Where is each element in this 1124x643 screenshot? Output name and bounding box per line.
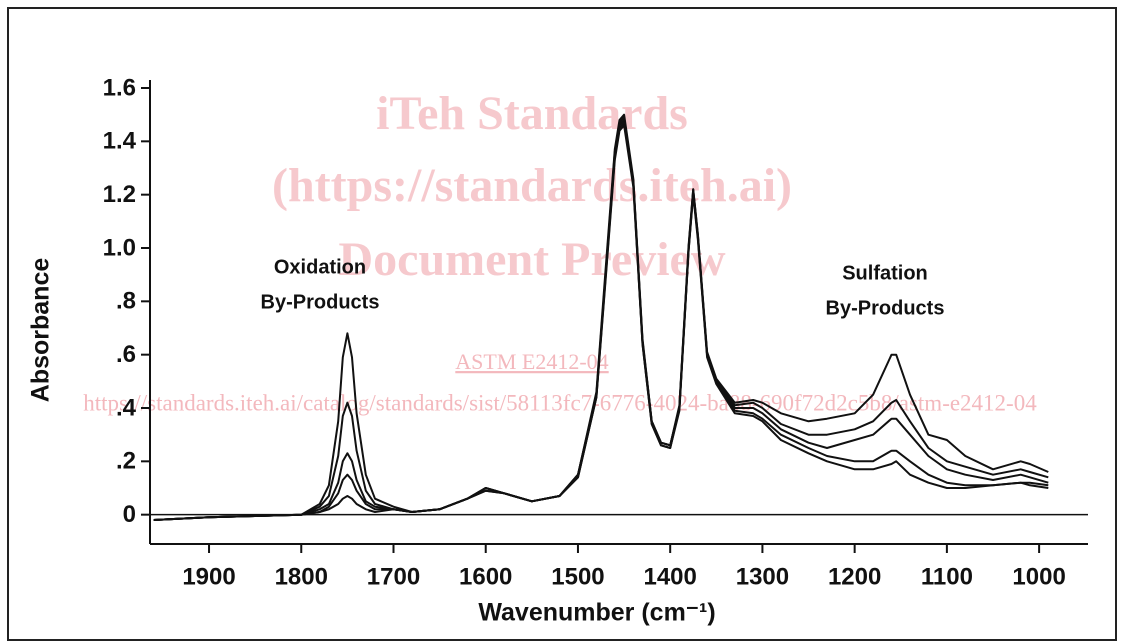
x-tick-label: 1300 (736, 563, 789, 590)
x-tick-label: 1900 (182, 563, 235, 590)
x-tick-label: 1400 (643, 563, 696, 590)
y-tick-label: 1.6 (103, 74, 136, 101)
x-tick-label: 1100 (921, 563, 973, 590)
watermark-link: ASTM E2412-04 (455, 349, 608, 374)
spectrum-line (153, 124, 1049, 521)
frame (7, 7, 1117, 641)
x-tick-label: 1700 (367, 563, 420, 590)
annotation: By-Products (826, 297, 945, 319)
watermark: iTeh Standards (https://standards.iteh.a… (83, 87, 1037, 415)
x-tick-label: 1200 (828, 563, 881, 590)
annotation: Oxidation (274, 256, 366, 278)
watermark-text: (https://standards.iteh.ai) (272, 159, 792, 212)
y-tick-label: 0 (123, 501, 136, 528)
y-tick-label: .8 (116, 288, 136, 315)
annotation: Sulfation (842, 262, 928, 284)
y-tick-label: 1.0 (103, 234, 136, 261)
watermark-text: iTeh Standards (376, 87, 688, 140)
x-tick-label: 1600 (459, 563, 512, 590)
watermark-url: https://standards.iteh.ai/catalog/standa… (83, 390, 1037, 415)
y-tick-label: .6 (116, 341, 136, 368)
watermark-text: Document Preview (339, 233, 726, 286)
y-axis-label: Absorbance (27, 258, 55, 403)
x-tick-label: 1500 (551, 563, 604, 590)
y-tick-label: .4 (116, 394, 137, 421)
y-tick-label: 1.2 (103, 181, 136, 208)
x-tick-label: 1000 (1012, 563, 1065, 590)
y-tick-label: .2 (116, 448, 136, 475)
annotation: By-Products (261, 291, 380, 313)
y-tick-label: 1.4 (103, 128, 137, 155)
x-tick-label: 1800 (275, 563, 328, 590)
x-axis-label: Wavenumber (cm⁻¹) (478, 599, 715, 627)
